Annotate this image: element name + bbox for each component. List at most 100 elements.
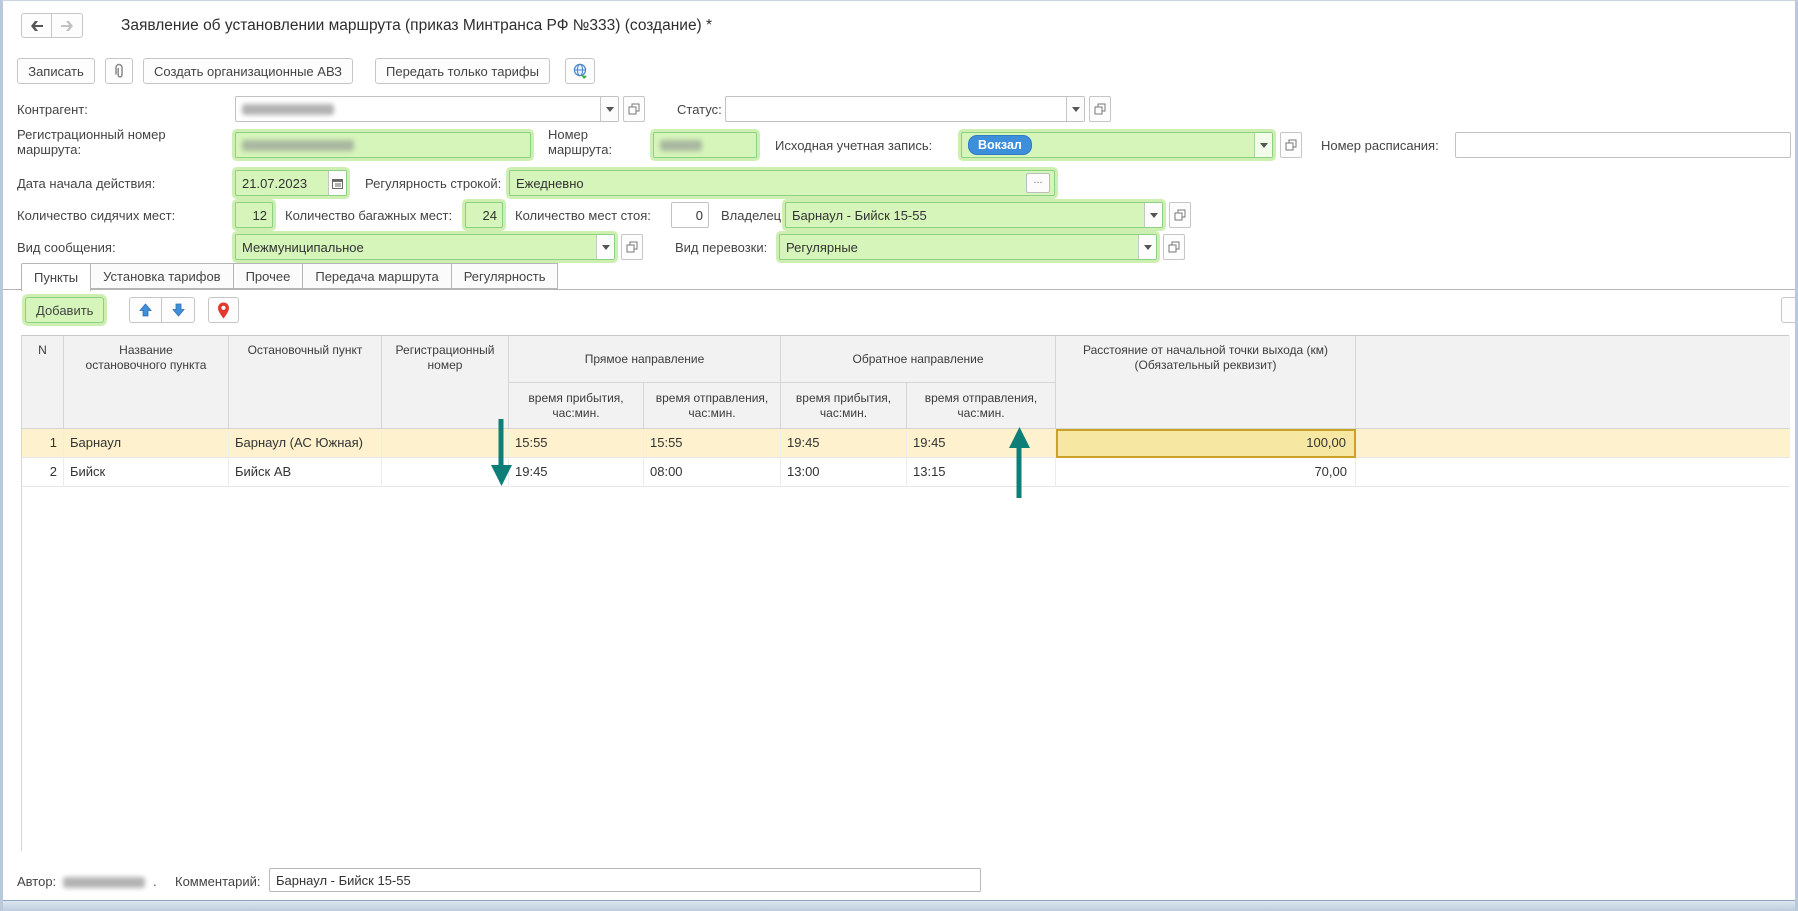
baggage-label: Количество багажных мест: bbox=[285, 208, 453, 223]
message-type-open-button[interactable] bbox=[621, 234, 643, 260]
tab-peredacha-marshruta[interactable]: Передача маршрута bbox=[303, 263, 452, 289]
kontragent-field[interactable] bbox=[235, 96, 619, 122]
col-group-backward[interactable]: Обратное направление bbox=[781, 336, 1056, 383]
owner-value: Барнаул - Бийск 15-55 bbox=[792, 207, 927, 223]
save-button[interactable]: Записать bbox=[17, 58, 95, 84]
comment-label: Комментарий: bbox=[175, 874, 261, 889]
open-link-icon bbox=[1174, 209, 1186, 221]
cell-n[interactable]: 2 bbox=[22, 458, 64, 487]
col-header-stop-point[interactable]: Остановочный пункт bbox=[229, 336, 382, 429]
cell-distance-active[interactable]: 100,00 bbox=[1056, 429, 1356, 458]
back-button[interactable] bbox=[21, 13, 52, 38]
reg-number-field[interactable] bbox=[235, 132, 531, 158]
cell-back-departure[interactable]: 19:45 bbox=[907, 429, 1056, 458]
paperclip-icon bbox=[115, 63, 123, 78]
seats-field[interactable]: 12 bbox=[235, 202, 273, 228]
blurred-value bbox=[660, 139, 702, 151]
cell-empty bbox=[1356, 429, 1790, 458]
col-group-forward[interactable]: Прямое направление bbox=[509, 336, 781, 383]
cell-fwd-arrival[interactable]: 15:55 bbox=[509, 429, 644, 458]
cell-back-departure[interactable]: 13:15 bbox=[907, 458, 1056, 487]
route-number-field[interactable] bbox=[653, 132, 757, 158]
cell-reg-number[interactable] bbox=[382, 458, 509, 487]
cell-distance[interactable]: 70,00 bbox=[1056, 458, 1356, 487]
message-type-field[interactable]: Межмуниципальное bbox=[235, 234, 615, 260]
clipped-toolbar-button[interactable] bbox=[1781, 297, 1795, 323]
attachment-button[interactable] bbox=[105, 58, 133, 84]
owner-field[interactable]: Барнаул - Бийск 15-55 bbox=[785, 202, 1163, 228]
kontragent-label: Контрагент: bbox=[17, 102, 88, 117]
status-open-button[interactable] bbox=[1089, 96, 1111, 122]
owner-label: Владелец: bbox=[721, 208, 785, 223]
cell-back-arrival[interactable]: 13:00 bbox=[781, 458, 907, 487]
dropdown-button[interactable] bbox=[1254, 133, 1272, 157]
blurred-value bbox=[242, 103, 334, 115]
cell-n[interactable]: 1 bbox=[22, 429, 64, 458]
transfer-tariffs-button[interactable]: Передать только тарифы bbox=[375, 58, 550, 84]
cell-stop-point[interactable]: Бийск АВ bbox=[229, 458, 382, 487]
col-header-stop-name[interactable]: Название остановочного пункта bbox=[64, 336, 229, 429]
owner-open-button[interactable] bbox=[1169, 202, 1191, 228]
cell-fwd-departure[interactable]: 08:00 bbox=[644, 458, 781, 487]
cell-stop-point[interactable]: Барнаул (АС Южная) bbox=[229, 429, 382, 458]
transport-type-open-button[interactable] bbox=[1163, 234, 1185, 260]
table-row[interactable]: 2 Бийск Бийск АВ 19:45 08:00 13:00 13:15… bbox=[22, 458, 1790, 487]
col-header-fwd-arrival[interactable]: время прибытия, час:мин. bbox=[509, 383, 644, 429]
col-header-back-arrival[interactable]: время прибытия, час:мин. bbox=[781, 383, 907, 429]
col-header-n[interactable]: N bbox=[22, 336, 64, 429]
dropdown-button[interactable] bbox=[1066, 97, 1084, 121]
regularity-field[interactable]: Ежедневно ... bbox=[509, 170, 1055, 196]
col-header-fwd-departure[interactable]: время отправления, час:мин. bbox=[644, 383, 781, 429]
forward-button[interactable] bbox=[52, 13, 83, 38]
kontragent-open-button[interactable] bbox=[623, 96, 645, 122]
annotation-arrow-down-icon bbox=[491, 419, 512, 486]
schedule-number-field[interactable] bbox=[1455, 132, 1791, 158]
status-field[interactable] bbox=[725, 96, 1085, 122]
tab-regulyarnost[interactable]: Регулярность bbox=[451, 263, 559, 289]
calendar-button[interactable] bbox=[328, 171, 346, 195]
col-header-distance[interactable]: Расстояние от начальной точки выхода (км… bbox=[1056, 336, 1356, 429]
map-point-button[interactable] bbox=[208, 297, 239, 323]
dropdown-button[interactable] bbox=[596, 235, 614, 259]
cell-back-arrival[interactable]: 19:45 bbox=[781, 429, 907, 458]
standing-field[interactable]: 0 bbox=[671, 202, 709, 228]
cell-fwd-departure[interactable]: 15:55 bbox=[644, 429, 781, 458]
cell-reg-number[interactable] bbox=[382, 429, 509, 458]
open-link-icon bbox=[1094, 103, 1106, 115]
annotation-arrow-up-icon bbox=[1009, 427, 1030, 498]
dropdown-button[interactable] bbox=[1144, 203, 1162, 227]
page-title: Заявление об установлении маршрута (прик… bbox=[121, 17, 713, 34]
baggage-field[interactable]: 24 bbox=[465, 202, 503, 228]
schedule-number-label: Номер расписания: bbox=[1321, 138, 1439, 153]
tab-prochee[interactable]: Прочее bbox=[233, 263, 304, 289]
chevron-down-icon bbox=[1259, 142, 1268, 148]
cell-stop-name[interactable]: Барнаул bbox=[64, 429, 229, 458]
dropdown-button[interactable] bbox=[600, 97, 618, 121]
tab-ustanovka-tarifov[interactable]: Установка тарифов bbox=[91, 263, 234, 289]
cell-fwd-arrival[interactable]: 19:45 bbox=[509, 458, 644, 487]
source-account-field[interactable]: Вокзал bbox=[961, 132, 1273, 158]
arrow-down-icon bbox=[171, 303, 185, 317]
col-header-reg-number[interactable]: Регистрационный номер bbox=[382, 336, 509, 429]
create-avz-button[interactable]: Создать организационные АВЗ bbox=[143, 58, 354, 84]
move-up-button[interactable] bbox=[129, 297, 162, 323]
author-label: Автор: bbox=[17, 874, 57, 889]
send-exchange-button[interactable] bbox=[565, 58, 595, 84]
dropdown-button[interactable] bbox=[1138, 235, 1156, 259]
start-date-field[interactable]: 21.07.2023 bbox=[235, 170, 347, 196]
cell-stop-name[interactable]: Бийск bbox=[64, 458, 229, 487]
col-header-back-departure[interactable]: время отправления, час:мин. bbox=[907, 383, 1056, 429]
transport-type-field[interactable]: Регулярные bbox=[779, 234, 1157, 260]
add-row-button[interactable]: Добавить bbox=[25, 297, 105, 323]
source-account-chip[interactable]: Вокзал bbox=[968, 135, 1032, 155]
tab-punkty[interactable]: Пункты bbox=[21, 263, 92, 291]
regularity-more-button[interactable]: ... bbox=[1026, 173, 1050, 193]
window-bottom-frame bbox=[3, 900, 1795, 911]
source-account-open-button[interactable] bbox=[1280, 132, 1302, 158]
table-row[interactable]: 1 Барнаул Барнаул (АС Южная) 15:55 15:55… bbox=[22, 429, 1790, 458]
move-down-button[interactable] bbox=[162, 297, 195, 323]
calendar-icon bbox=[332, 178, 343, 189]
comment-input[interactable] bbox=[269, 868, 981, 892]
col-header-empty bbox=[1356, 336, 1790, 429]
